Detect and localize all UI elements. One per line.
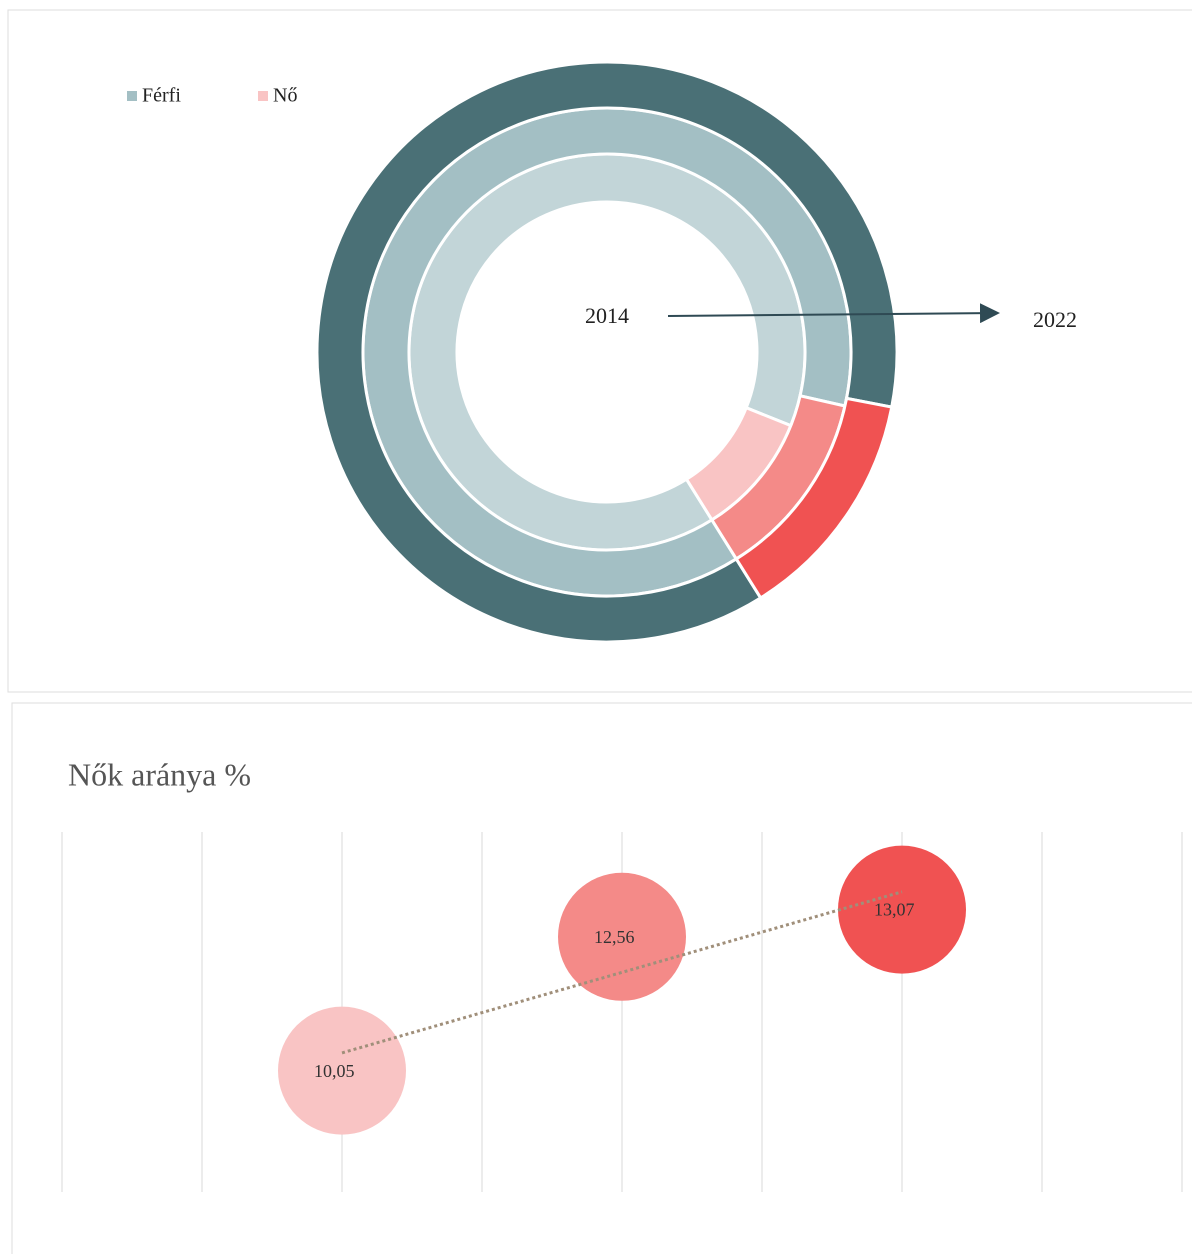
annotation: 2014 [585,303,629,328]
legend-label: Férfi [142,85,181,107]
donut-chart: Férfi Nő [127,60,899,644]
donut-segment [315,60,899,644]
bubble [838,845,966,974]
legend-swatch [258,91,268,101]
panel [11,702,1192,1254]
bubble [558,872,686,1001]
data-label: 10,05 [314,1061,355,1081]
donut-segment [734,396,894,601]
legend-label: Nő [273,85,297,107]
bubble [278,1006,406,1135]
arrow [667,303,1000,324]
trendline [341,890,903,1055]
data-label: 13,07 [874,900,915,920]
annotation: 2022 [1033,307,1077,332]
data-label: 12,56 [594,927,635,947]
legend-swatch [127,91,137,101]
chart-title: Nők aránya % [68,756,251,792]
panel [7,9,1192,693]
bubble-chart: 10,05 12,56 13,07 [61,832,1183,1192]
